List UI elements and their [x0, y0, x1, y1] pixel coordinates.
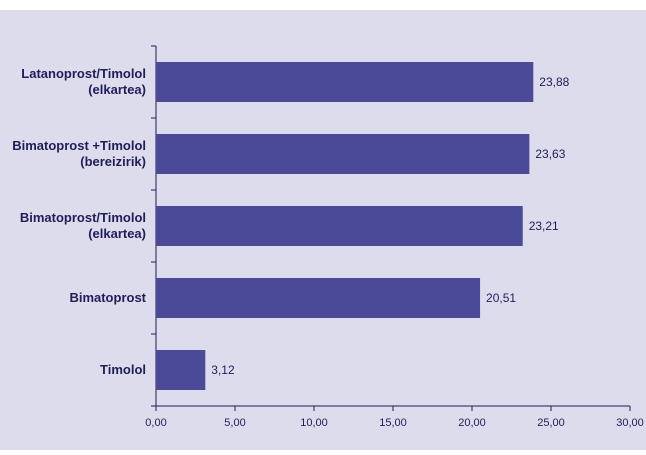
value-label: 3,12: [211, 363, 235, 377]
bar: [156, 350, 206, 390]
value-label: 23,63: [535, 147, 565, 161]
bar: [156, 62, 534, 102]
value-label: 23,21: [529, 219, 559, 233]
category-label: Timolol: [100, 362, 146, 377]
x-tick-label: 5,00: [224, 417, 245, 429]
category-label: (bereizirik): [80, 154, 146, 169]
category-label: Latanoprost/Timolol: [21, 66, 146, 81]
bar: [156, 134, 530, 174]
category-label: Bimatoprost/Timolol: [20, 210, 146, 225]
category-label: Bimatoprost: [69, 290, 146, 305]
bar: [156, 206, 523, 246]
x-tick-label: 10,00: [300, 417, 328, 429]
x-tick-label: 20,00: [458, 417, 486, 429]
x-tick-label: 15,00: [379, 417, 407, 429]
x-tick-label: 0,00: [145, 417, 166, 429]
category-label: (elkartea): [88, 82, 146, 97]
x-tick-label: 25,00: [537, 417, 565, 429]
category-label: (elkartea): [88, 226, 146, 241]
value-label: 20,51: [486, 291, 516, 305]
x-tick-label: 30,00: [616, 417, 644, 429]
bar-chart: 0,00 5,00 10,00 15,00 20,00 25,00 30,00 23,88 La…: [12, 45, 644, 429]
category-label: Bimatoprost +Timolol: [12, 138, 146, 153]
value-label: 23,88: [539, 75, 569, 89]
chart-panel: 0,00 5,00 10,00 15,00 20,00 25,00 30,00 23,88 La…: [0, 10, 646, 450]
bar: [156, 278, 481, 318]
